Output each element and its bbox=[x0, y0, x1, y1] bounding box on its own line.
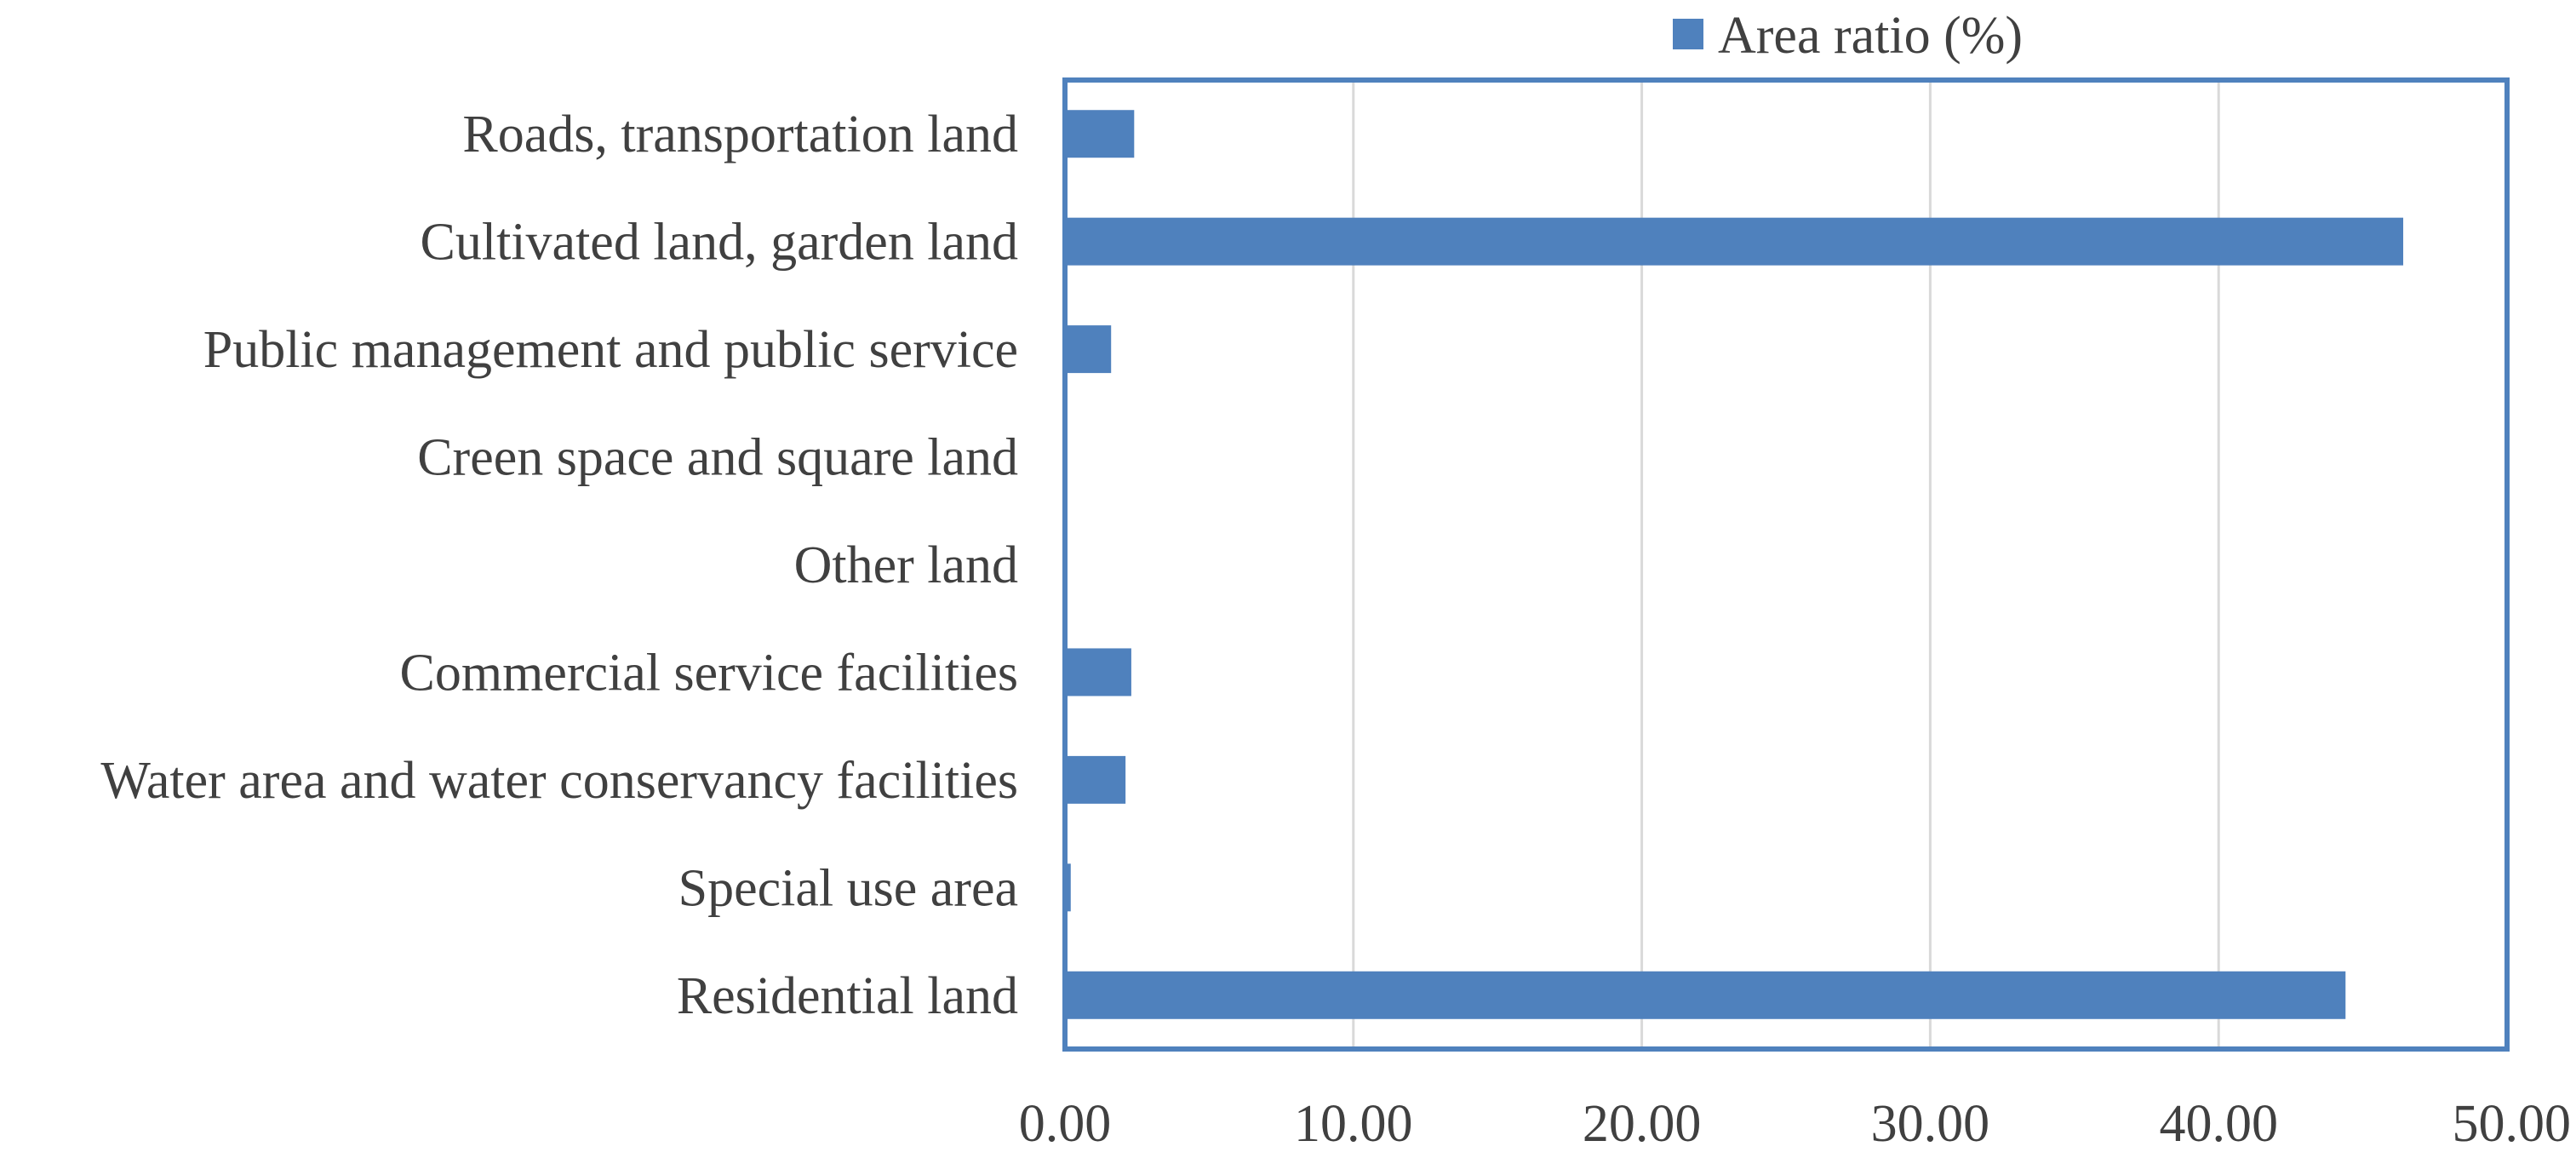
category-label: Commercial service facilities bbox=[400, 644, 1018, 702]
x-tick-label: 30.00 bbox=[1871, 1095, 1990, 1153]
bar bbox=[1065, 755, 1126, 804]
x-tick-label: 0.00 bbox=[1019, 1095, 1112, 1153]
category-label: Roads, transportation land bbox=[462, 106, 1018, 163]
bar bbox=[1065, 971, 2346, 1019]
category-label: Residential land bbox=[677, 967, 1018, 1025]
category-labels: Roads, transportation land Cultivated lan… bbox=[100, 106, 1018, 1025]
category-label: Other land bbox=[794, 536, 1018, 594]
category-label: Cultivated land, garden land bbox=[421, 214, 1018, 272]
bar bbox=[1065, 217, 2404, 266]
category-label: Creen space and square land bbox=[417, 429, 1018, 487]
legend: Area ratio (%) bbox=[1673, 7, 2023, 65]
bar bbox=[1065, 648, 1131, 697]
bar bbox=[1065, 863, 1071, 912]
bar bbox=[1065, 110, 1135, 158]
x-tick-label: 20.00 bbox=[1583, 1095, 1702, 1153]
x-tick-label: 10.00 bbox=[1294, 1095, 1413, 1153]
x-tick-label: 50.00 bbox=[2453, 1095, 2572, 1153]
x-axis-tick-labels: 0.00 10.00 20.00 30.00 40.00 50.00 bbox=[1019, 1095, 2571, 1153]
legend-swatch bbox=[1673, 19, 1703, 49]
category-label: Special use area bbox=[678, 859, 1018, 917]
bar bbox=[1065, 325, 1112, 374]
x-tick-label: 40.00 bbox=[2159, 1095, 2278, 1153]
legend-label: Area ratio (%) bbox=[1718, 7, 2023, 65]
plot-area-frame bbox=[1062, 77, 2510, 1052]
category-label: Water area and water conservancy facilit… bbox=[100, 752, 1018, 810]
bar-layer bbox=[1065, 110, 2404, 1019]
category-label: Public management and public service bbox=[203, 321, 1018, 379]
